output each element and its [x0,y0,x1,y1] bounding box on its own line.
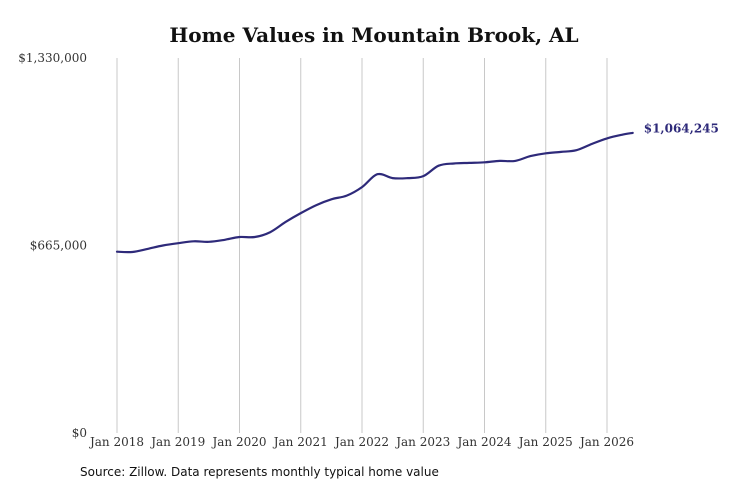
end-value-label: $1,064,245 [644,121,719,135]
y-tick-label: $1,330,000 [18,51,87,65]
y-tick-label: $0 [72,426,87,440]
y-axis-ticks: $0 $665,000 $1,330,000 [18,51,87,440]
vertical-gridlines [116,58,608,433]
x-tick-label: Jan 2019 [149,435,205,449]
x-tick-label: Jan 2018 [88,435,144,449]
x-tick-label: Jan 2021 [272,435,328,449]
x-axis-ticks: Jan 2018 Jan 2019 Jan 2020 Jan 2021 Jan 2022… [88,435,634,449]
chart-title: Home Values in Mountain Brook, AL [169,23,578,47]
x-tick-label: Jan 2020 [210,435,266,449]
source-note: Source: Zillow. Data represents monthly … [80,465,439,479]
x-tick-label: Jan 2025 [517,435,573,449]
x-tick-label: Jan 2026 [578,435,634,449]
x-tick-label: Jan 2023 [394,435,450,449]
y-tick-label: $665,000 [30,239,87,253]
x-tick-label: Jan 2022 [333,435,389,449]
x-tick-label: Jan 2024 [455,435,511,449]
series-line [115,131,634,254]
